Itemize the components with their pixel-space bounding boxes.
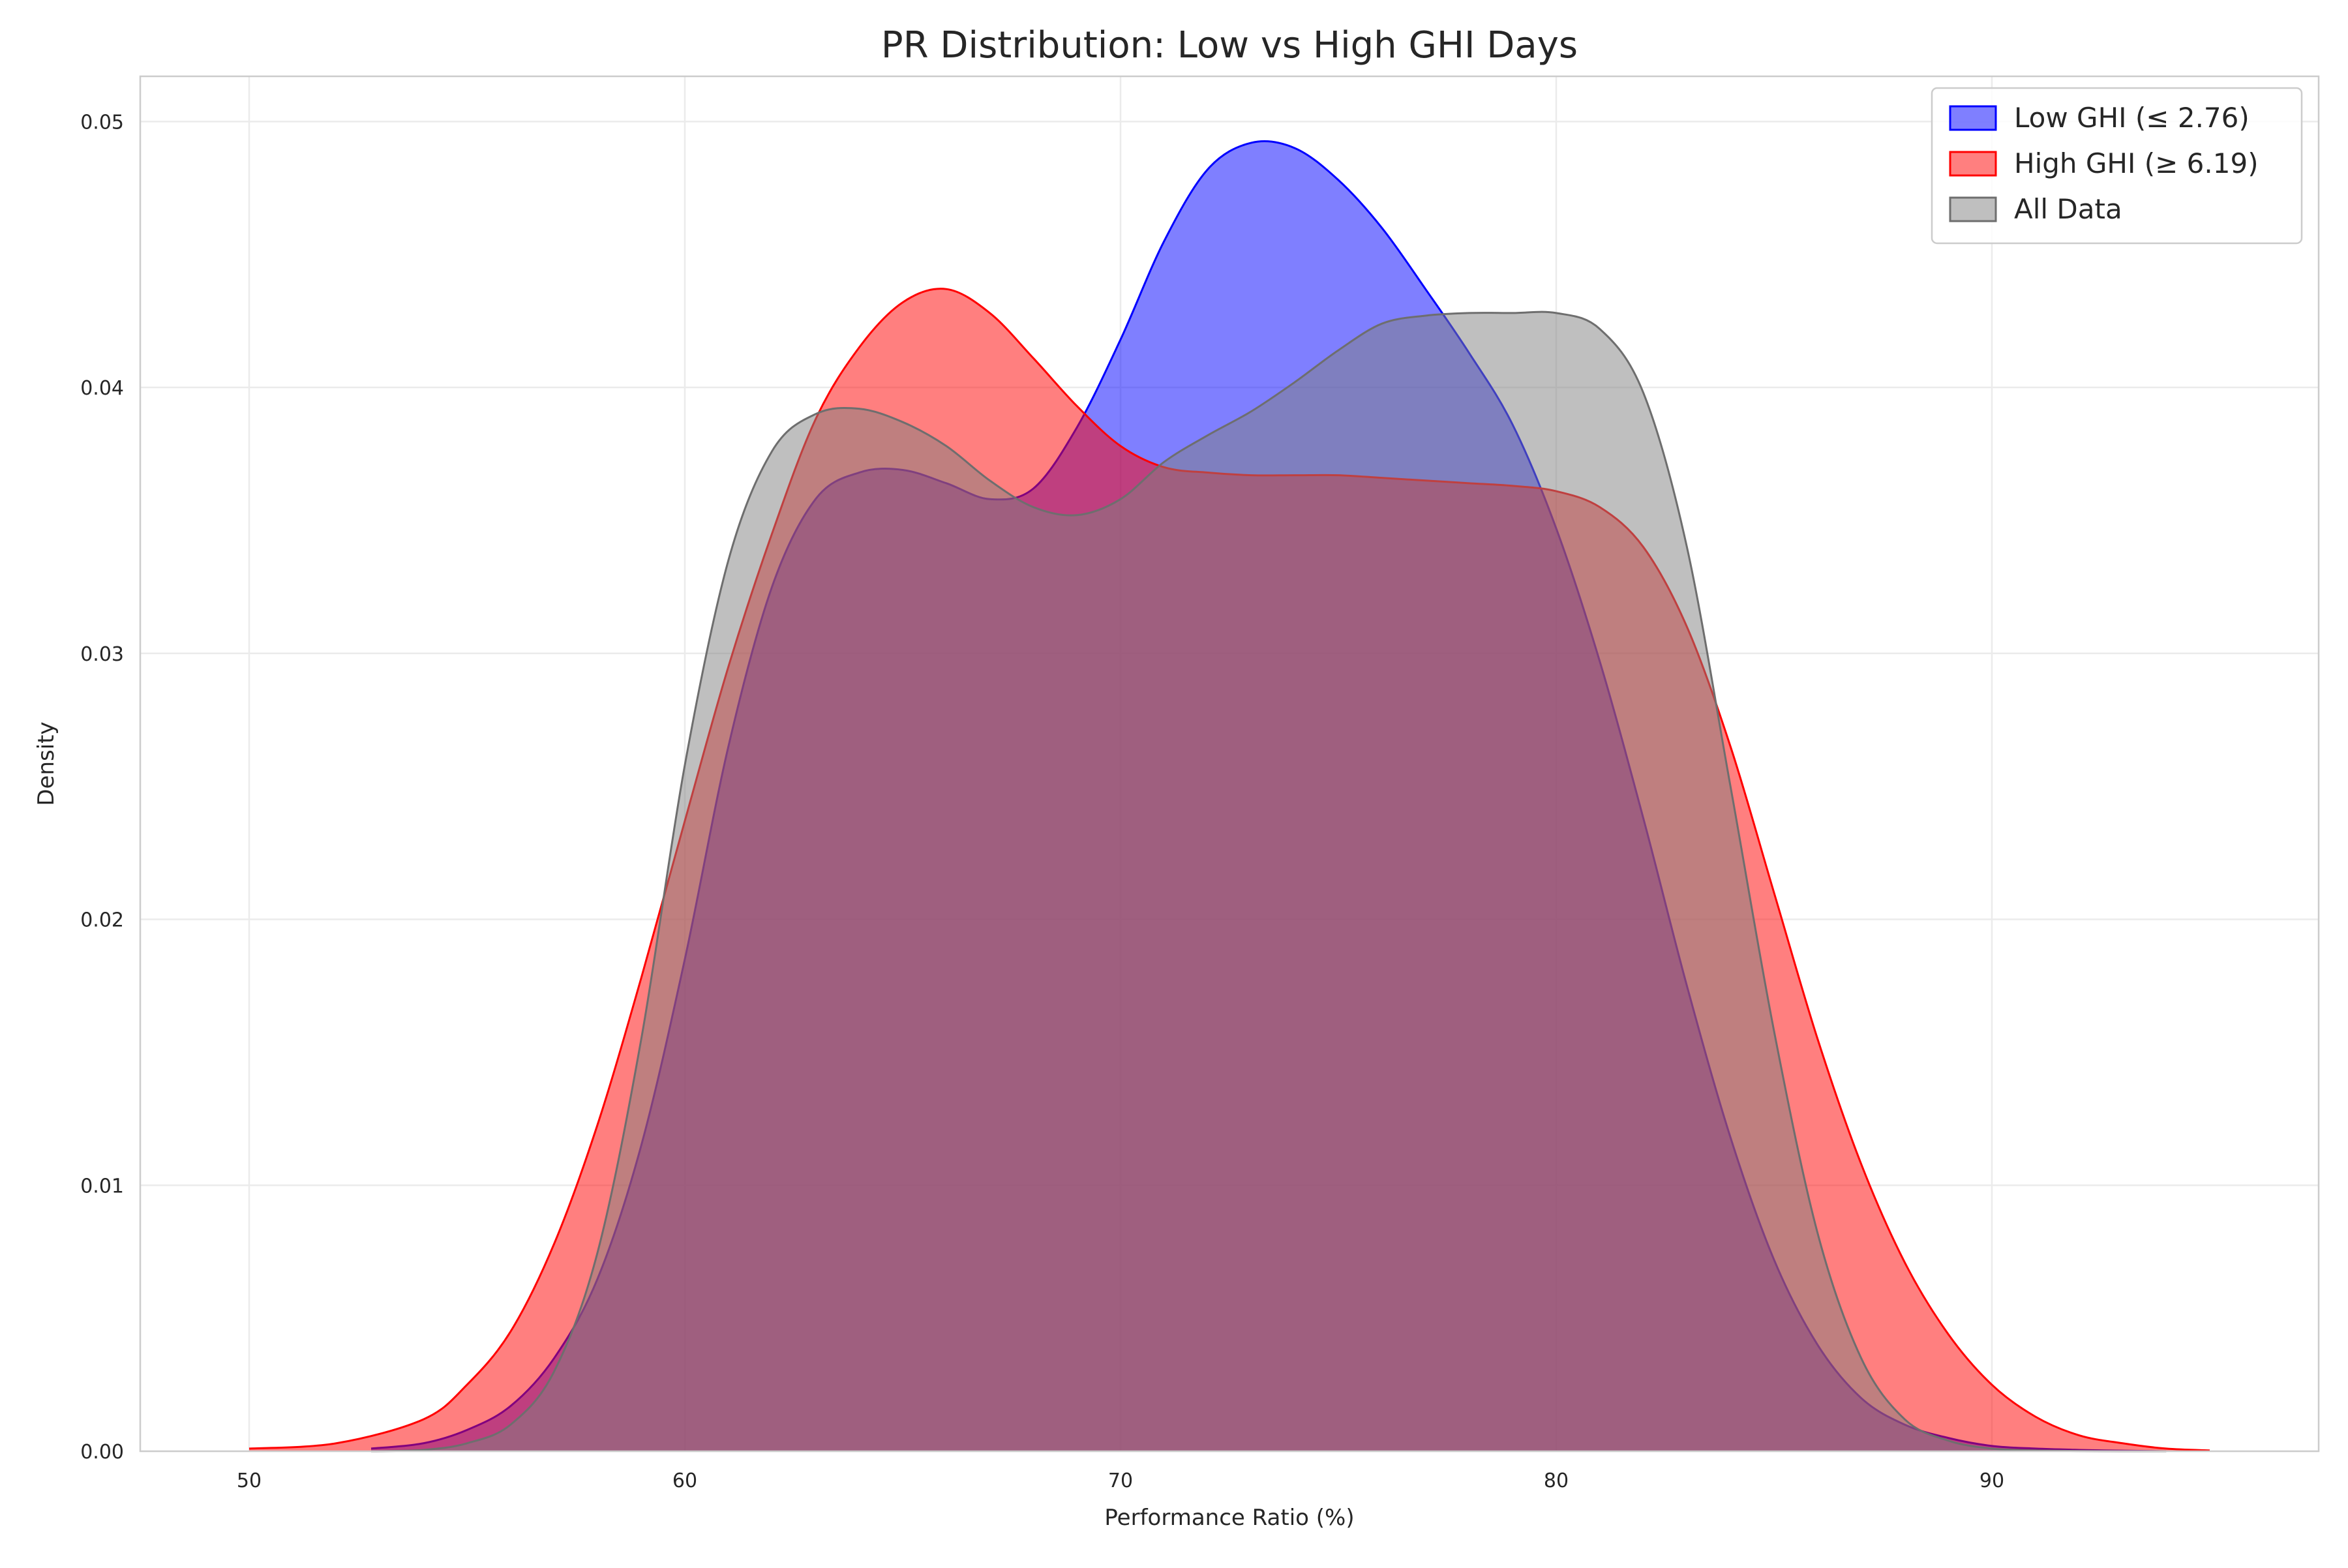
legend-label: Low GHI (≤ 2.76) xyxy=(2014,102,2250,134)
legend-box xyxy=(1931,87,2303,245)
series-areas xyxy=(248,140,2210,1453)
y-tick-label: 0.00 xyxy=(80,1441,124,1464)
y-tick-label: 0.03 xyxy=(80,643,124,666)
y-tick-label: 0.02 xyxy=(80,909,124,932)
legend-swatch xyxy=(1949,196,1997,222)
x-tick-label: 60 xyxy=(672,1470,697,1492)
y-tick-label: 0.05 xyxy=(80,111,124,134)
legend-label: All Data xyxy=(2014,193,2122,225)
x-axis-label: Performance Ratio (%) xyxy=(1104,1505,1354,1531)
legend: Low GHI (≤ 2.76) High GHI (≥ 6.19) All Dat… xyxy=(1931,87,2303,245)
chart-title: PR Distribution: Low vs High GHI Days xyxy=(881,24,1578,67)
legend-label: High GHI (≥ 6.19) xyxy=(2014,147,2259,179)
y-tick-label: 0.01 xyxy=(80,1175,124,1198)
x-tick-label: 50 xyxy=(237,1470,262,1492)
y-tick-label: 0.04 xyxy=(80,377,124,400)
x-tick-label: 90 xyxy=(1979,1470,2004,1492)
x-tick-label: 70 xyxy=(1108,1470,1133,1492)
tick-labels: 50 60 70 80 90 0.00 0.01 0.02 0.03 0.04 0.05 xyxy=(80,111,2004,1492)
x-tick-label: 80 xyxy=(1544,1470,1569,1492)
series-line-2 xyxy=(371,310,2167,1453)
legend-swatch xyxy=(1949,151,1997,177)
series-area-2 xyxy=(371,312,2167,1451)
y-axis-label: Density xyxy=(33,721,59,806)
plot-frame xyxy=(139,75,2320,1453)
legend-swatch xyxy=(1949,105,1997,131)
